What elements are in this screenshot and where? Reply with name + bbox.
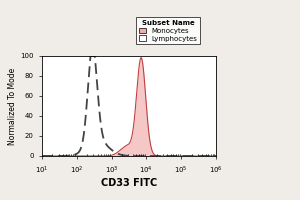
Legend: Monocytes, Lymphocytes: Monocytes, Lymphocytes — [136, 17, 200, 44]
Y-axis label: Normalized To Mode: Normalized To Mode — [8, 67, 17, 145]
X-axis label: CD33 FITC: CD33 FITC — [101, 178, 157, 188]
